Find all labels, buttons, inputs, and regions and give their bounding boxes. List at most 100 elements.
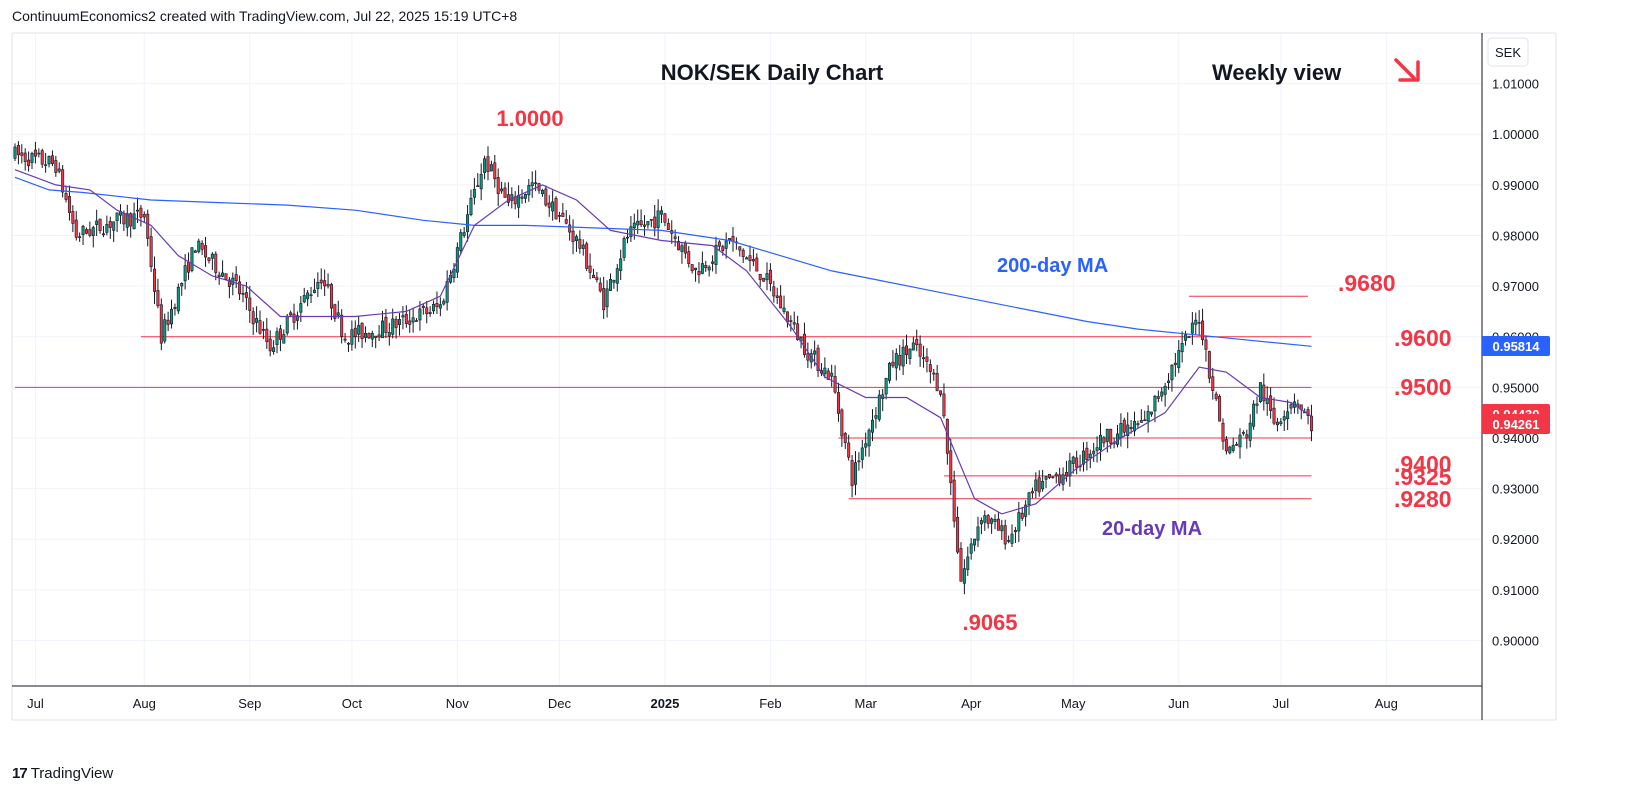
candle-body: [1283, 417, 1285, 420]
candle-body: [436, 303, 438, 306]
candle-body: [490, 165, 492, 171]
candle-body: [1181, 343, 1183, 351]
candle-body: [211, 254, 213, 258]
y-tick-label: 0.92000: [1492, 532, 1539, 547]
annotation-high: 1.0000: [496, 106, 563, 131]
x-tick-label: May: [1061, 696, 1086, 711]
candle-body: [585, 244, 587, 269]
candle-body: [262, 329, 264, 330]
candle-body: [790, 321, 792, 322]
y-tick-label: 1.01000: [1492, 77, 1539, 92]
candle-body: [1123, 420, 1125, 432]
y-tick-label: 0.99000: [1492, 178, 1539, 193]
candle-body: [419, 309, 421, 320]
candle-body: [756, 258, 758, 271]
x-tick-label: Feb: [759, 696, 781, 711]
price-badge-text: 0.94261: [1493, 417, 1540, 432]
candle-body: [606, 289, 608, 307]
candle-body: [562, 213, 564, 217]
candle-body: [1004, 526, 1006, 544]
candle-body: [892, 362, 894, 366]
candle-body: [762, 278, 764, 281]
candle-body: [344, 339, 346, 340]
tradingview-logo-icon: 17: [12, 765, 27, 782]
candle-body: [759, 274, 761, 279]
candle-body: [1184, 335, 1186, 340]
candle-body: [1157, 397, 1159, 399]
candle-body: [837, 393, 839, 414]
candle-body: [1239, 435, 1241, 447]
candle-body: [494, 163, 496, 179]
candle-body: [711, 262, 713, 264]
candle-body: [739, 247, 741, 251]
candle-body: [194, 251, 196, 253]
candle-body: [732, 236, 734, 241]
candle-body: [865, 444, 867, 448]
candle-body: [1252, 404, 1254, 426]
candle-body: [878, 395, 880, 419]
candle-body: [667, 223, 669, 229]
candle-body: [1130, 427, 1132, 428]
candle-body: [293, 314, 295, 322]
candle-body: [1229, 447, 1231, 453]
x-tick-label: Aug: [1375, 696, 1398, 711]
candle-body: [943, 394, 945, 416]
candle-body: [1120, 423, 1122, 437]
currency-label: SEK: [1495, 45, 1521, 60]
candle-body: [184, 266, 186, 281]
candle-body: [473, 189, 475, 197]
candle-body: [1171, 365, 1173, 380]
candle-body: [27, 160, 29, 166]
labels: NOK/SEK Daily Chart Weekly view1.0000.906…: [496, 60, 1550, 635]
candle-body: [1276, 422, 1278, 425]
candle-body: [1018, 513, 1020, 531]
candle-body: [249, 298, 251, 311]
candle-body: [1089, 454, 1091, 458]
candle-body: [660, 211, 662, 215]
candle-body: [106, 224, 108, 232]
candle-body: [769, 270, 771, 283]
candle-body: [912, 343, 914, 350]
candle-body: [24, 153, 26, 162]
candle-body: [1201, 321, 1203, 340]
x-tick-label: Dec: [548, 696, 572, 711]
candle-body: [1041, 481, 1043, 489]
candle-body: [963, 569, 965, 584]
candle-body: [728, 238, 730, 239]
candle-body: [950, 451, 952, 483]
candle-body: [929, 365, 931, 372]
candle-body: [953, 480, 955, 521]
candle-body: [1045, 477, 1047, 479]
candle-body: [871, 420, 873, 432]
candle-body: [109, 221, 111, 227]
candle-body: [147, 214, 149, 238]
candle-body: [773, 287, 775, 296]
candle-body: [85, 229, 87, 233]
candle-body: [1082, 451, 1084, 464]
candle-body: [1099, 435, 1101, 450]
candle-body: [388, 332, 390, 336]
candle-body: [17, 145, 19, 154]
candle-body: [174, 307, 176, 308]
candle-body: [844, 433, 846, 442]
candle-body: [830, 373, 832, 376]
candle-body: [1259, 383, 1261, 402]
candle-body: [1052, 477, 1054, 478]
candle-body: [153, 269, 155, 291]
candle-body: [1249, 423, 1251, 440]
grid: [12, 33, 1482, 686]
candle-body: [133, 214, 135, 229]
candle-body: [31, 153, 33, 162]
candle-body: [198, 241, 200, 252]
candle-body: [375, 336, 377, 338]
candle-body: [99, 219, 101, 231]
annotation-ma200: 200-day MA: [997, 255, 1108, 277]
candle-body: [1038, 478, 1040, 492]
candle-body: [626, 237, 628, 238]
ma200-line: [15, 177, 1312, 346]
candle-body: [977, 527, 979, 540]
candle-body: [1164, 386, 1166, 394]
candle-body: [885, 378, 887, 394]
candle-body: [919, 344, 921, 356]
